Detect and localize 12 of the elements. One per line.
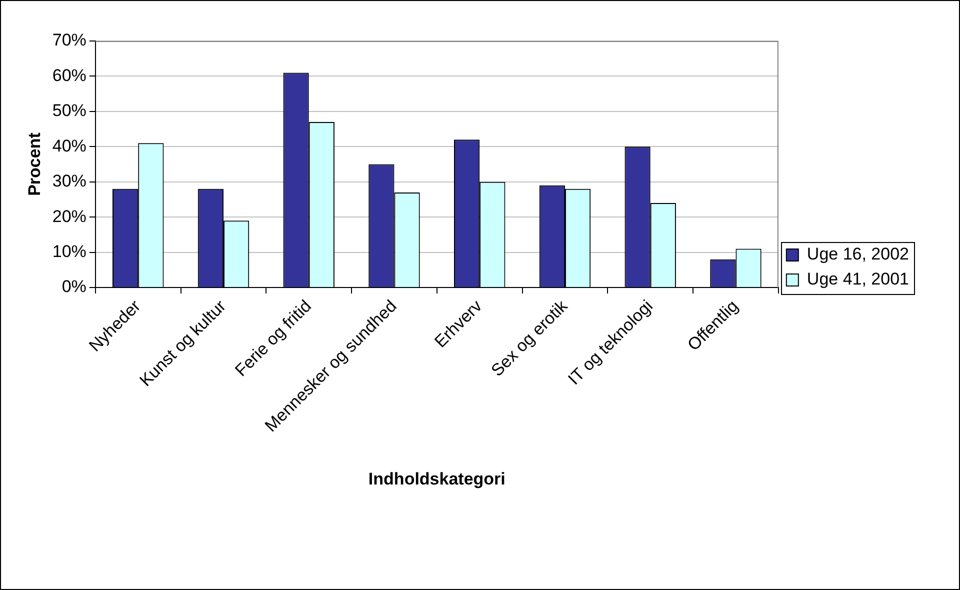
y-axis-title: Procent [24, 132, 44, 196]
x-axis-title: Indholdskategori [368, 469, 506, 488]
y-tick-label: 70% [52, 30, 86, 50]
y-tick-label: 60% [52, 66, 86, 85]
legend-label: Uge 16, 2002 [806, 244, 910, 264]
y-tick-label: 50% [52, 101, 86, 120]
y-tick-label: 30% [52, 172, 86, 191]
y-tick-label: 40% [52, 136, 86, 156]
y-tick-label: 20% [52, 206, 86, 226]
legend-label: Uge 41, 2001 [806, 270, 910, 289]
y-tick-label: 0% [62, 277, 86, 296]
y-tick-label: 10% [52, 242, 86, 262]
